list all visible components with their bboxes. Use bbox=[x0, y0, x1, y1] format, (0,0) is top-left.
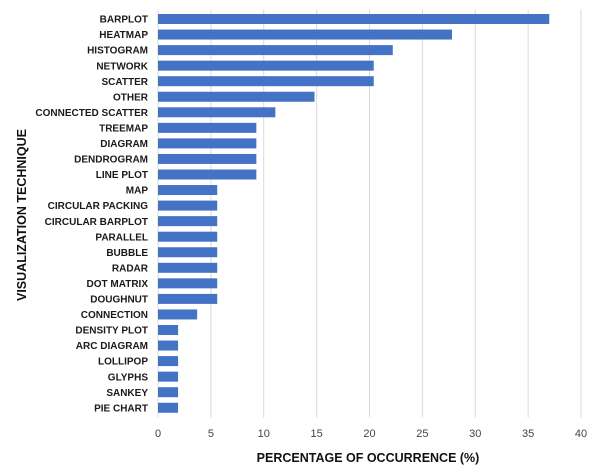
bar bbox=[158, 387, 179, 398]
category-label: CIRCULAR BARPLOT bbox=[45, 217, 148, 228]
category-labels: BARPLOT HEATMAP HISTOGRAM NETWORK SCATTER OTH… bbox=[35, 15, 148, 415]
x-tick-label: 5 bbox=[208, 428, 214, 440]
bar bbox=[158, 91, 315, 102]
bar bbox=[158, 185, 218, 196]
bar bbox=[158, 122, 257, 133]
category-label: GLYPHS bbox=[108, 372, 149, 383]
category-label: SCATTER bbox=[102, 77, 149, 88]
x-tick-label: 15 bbox=[311, 428, 323, 440]
category-label: CIRCULAR PACKING bbox=[48, 201, 149, 212]
bar bbox=[158, 76, 374, 87]
x-tick-label: 0 bbox=[155, 428, 161, 440]
category-label: MAP bbox=[126, 186, 149, 197]
x-tick-label: 35 bbox=[522, 428, 534, 440]
category-label: HEATMAP bbox=[99, 30, 148, 41]
category-label: LOLLIPOP bbox=[98, 357, 148, 368]
bar bbox=[158, 247, 218, 258]
category-label: CONNECTION bbox=[81, 310, 148, 321]
bar bbox=[158, 309, 198, 320]
x-tick-label: 30 bbox=[469, 428, 481, 440]
bar bbox=[158, 262, 218, 273]
bar bbox=[158, 200, 218, 211]
bar bbox=[158, 14, 550, 24]
bar bbox=[158, 356, 179, 367]
bar bbox=[158, 325, 179, 335]
category-label: DIAGRAM bbox=[100, 139, 148, 150]
bar bbox=[158, 402, 179, 413]
category-label: LINE PLOT bbox=[96, 170, 148, 181]
category-label: RADAR bbox=[112, 263, 149, 274]
category-label: TREEMAP bbox=[99, 123, 148, 134]
category-label: ARC DIAGRAM bbox=[76, 341, 148, 352]
category-label: DENSITY PLOT bbox=[75, 326, 148, 337]
bar bbox=[158, 60, 374, 71]
x-tick-label: 25 bbox=[416, 428, 428, 440]
bar bbox=[158, 231, 218, 242]
bar bbox=[158, 107, 276, 118]
bar bbox=[158, 340, 179, 351]
category-label: HISTOGRAM bbox=[87, 46, 148, 57]
category-label: BARPLOT bbox=[100, 15, 148, 26]
category-label: CONNECTED SCATTER bbox=[35, 108, 148, 119]
bar bbox=[158, 371, 179, 382]
bar bbox=[158, 138, 257, 149]
category-label: BUBBLE bbox=[106, 248, 148, 259]
category-label: DENDROGRAM bbox=[74, 155, 148, 166]
bar-layer bbox=[158, 14, 550, 413]
category-label: PARALLEL bbox=[95, 232, 148, 243]
bar bbox=[158, 216, 218, 227]
category-label: PIE CHART bbox=[94, 403, 148, 414]
x-tick-label: 40 bbox=[575, 428, 587, 440]
x-tick-labels: 0 5 10 15 20 25 30 35 40 bbox=[155, 428, 587, 440]
x-axis-title: PERCENTAGE OF OCCURRENCE (%) bbox=[257, 451, 480, 465]
bar bbox=[158, 278, 218, 289]
bar bbox=[158, 29, 452, 40]
y-axis-title: VISUALIZATION TECHNIQUE bbox=[15, 129, 29, 301]
category-label: DOUGHNUT bbox=[90, 295, 148, 306]
bar bbox=[158, 45, 393, 56]
bar bbox=[158, 153, 257, 164]
category-label: SANKEY bbox=[106, 388, 148, 399]
category-label: OTHER bbox=[113, 92, 149, 103]
category-label: DOT MATRIX bbox=[87, 279, 149, 290]
bar bbox=[158, 293, 218, 304]
x-tick-label: 20 bbox=[363, 428, 375, 440]
x-tick-label: 10 bbox=[258, 428, 270, 440]
category-label: NETWORK bbox=[96, 61, 148, 72]
bar bbox=[158, 169, 257, 180]
